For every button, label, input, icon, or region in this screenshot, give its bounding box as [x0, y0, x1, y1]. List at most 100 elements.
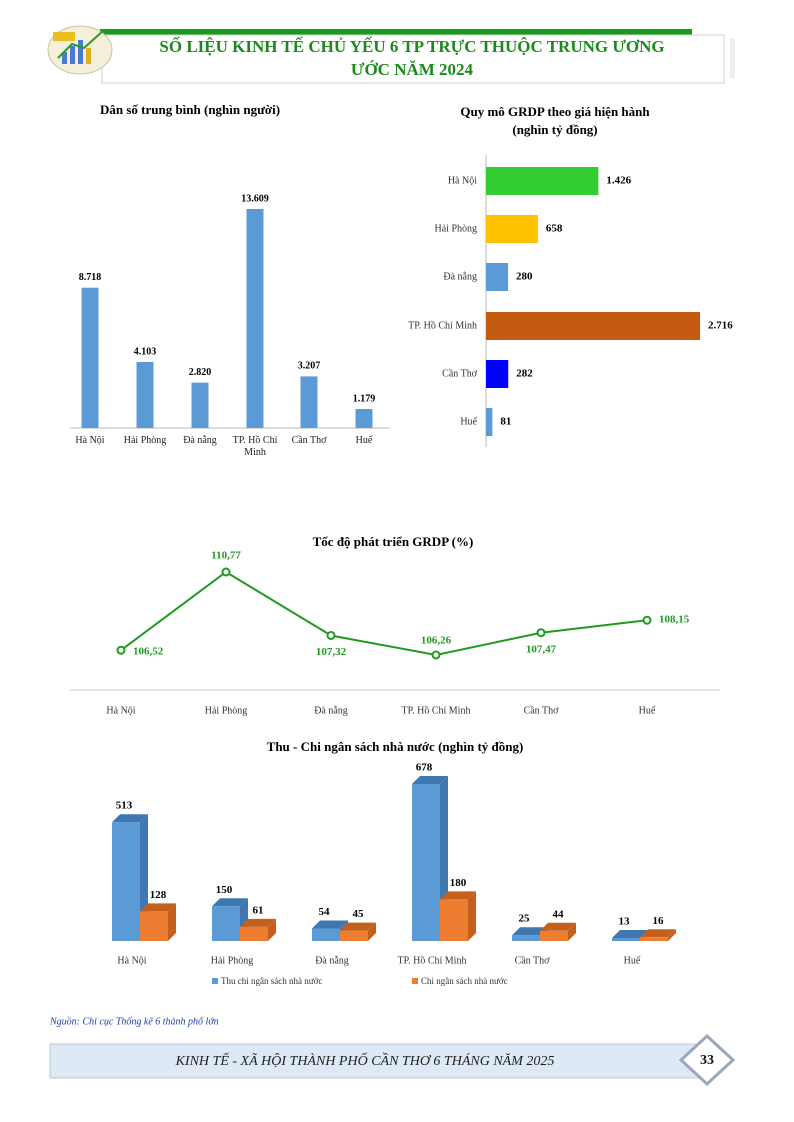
- chart-title: Quy mô GRDP theo giá hiện hành: [460, 104, 650, 119]
- bar: [212, 906, 240, 941]
- bar: [486, 167, 599, 195]
- data-label: 13: [619, 916, 631, 928]
- data-label: 45: [353, 908, 365, 920]
- y-tick-label: Huế: [460, 416, 477, 427]
- bar: [486, 360, 509, 388]
- data-label: 16: [653, 915, 665, 927]
- x-tick-label: Cần Thơ: [524, 705, 560, 716]
- bar: [240, 926, 268, 941]
- chart-title: Dân số trung bình (nghìn người): [100, 102, 280, 117]
- point: [642, 615, 652, 625]
- data-label: 8.718: [79, 272, 102, 283]
- data-label: 150: [216, 884, 233, 896]
- bar-side: [468, 891, 476, 941]
- bar: [300, 376, 318, 428]
- bar: [136, 361, 154, 428]
- bar-top: [512, 927, 548, 936]
- data-label: 128: [150, 889, 167, 901]
- bar-top: [612, 929, 648, 938]
- bar: [440, 899, 468, 941]
- bar: [191, 382, 209, 428]
- bar-side: [568, 922, 576, 941]
- data-label: 1.426: [606, 175, 631, 187]
- data-label: 106,52: [133, 646, 164, 658]
- bar-side: [268, 918, 276, 941]
- point: [536, 628, 546, 638]
- point: [431, 650, 441, 660]
- x-tick-label: Hà Nội: [117, 955, 146, 966]
- x-tick-label: TP. Hồ Chí Minh: [232, 435, 278, 458]
- bar: [412, 784, 440, 941]
- y-tick-label: Hải Phòng: [435, 223, 478, 234]
- x-tick-label: TP. Hồ Chí Minh: [402, 705, 471, 716]
- line: [120, 570, 648, 657]
- bar: [355, 409, 373, 428]
- legend-swatch: [212, 978, 218, 984]
- bar-top: [212, 898, 248, 907]
- point: [326, 630, 336, 640]
- y-tick-label: TP. Hồ Chí Minh: [408, 320, 477, 331]
- bar: [486, 215, 538, 243]
- bar: [486, 312, 700, 340]
- bar-top: [312, 920, 348, 929]
- bar-top: [112, 814, 148, 823]
- bar: [540, 930, 568, 941]
- data-label: 2.716: [708, 320, 733, 332]
- point: [221, 567, 231, 577]
- x-tick-label: Đà nẵng: [315, 955, 349, 966]
- data-label: 54: [319, 906, 331, 918]
- data-label: 3.207: [298, 361, 321, 372]
- bar: [486, 408, 493, 436]
- x-tick-label: Cần Thơ: [515, 955, 551, 966]
- bar-side: [368, 922, 376, 941]
- data-label: 658: [546, 223, 563, 235]
- header-title: SỐ LIỆU KINH TẾ CHỦ YẾU 6 TP TRỰC THUỘC …: [159, 36, 664, 56]
- x-tick-label: Hải Phòng: [211, 955, 254, 966]
- data-label: 282: [516, 368, 533, 380]
- data-label: 44: [553, 908, 565, 920]
- legend-label: Thu chi ngân sách nhà nước: [221, 976, 322, 986]
- x-tick-label: Hải Phòng: [123, 435, 167, 446]
- bar: [312, 928, 340, 941]
- x-tick-label: TP. Hồ Chí Minh: [398, 955, 467, 966]
- bar-top: [140, 903, 176, 912]
- y-tick-label: Hà Nội: [448, 175, 477, 186]
- x-tick-label: Đà nẵng: [183, 435, 217, 446]
- x-tick-label: Cần Thơ: [291, 435, 327, 446]
- header-bar: [100, 29, 692, 35]
- chart-title: Tốc độ phát triển GRDP (%): [313, 534, 474, 549]
- header-box: [101, 34, 725, 84]
- bar-top: [412, 776, 448, 784]
- header-title: ƯỚC NĂM 2024: [351, 60, 474, 79]
- legend-label: Chi ngân sách nhà nước: [421, 976, 508, 986]
- x-tick-label: Hà Nội: [106, 705, 135, 716]
- x-tick-label: Huế: [624, 955, 641, 966]
- bar-side: [668, 929, 676, 941]
- bar: [486, 263, 509, 291]
- header-logo: [47, 25, 113, 75]
- source-note: Nguồn: Chi cục Thống kê 6 thành phố lớn: [49, 1016, 219, 1027]
- data-label: 678: [416, 762, 433, 774]
- page-number: 33: [700, 1053, 714, 1068]
- data-label: 2.820: [189, 367, 212, 378]
- data-label: 106,26: [421, 635, 452, 647]
- page-badge: [678, 1033, 736, 1087]
- bar-top: [440, 891, 476, 900]
- data-label: 1.179: [353, 393, 376, 404]
- y-tick-label: Đà nẵng: [443, 271, 477, 282]
- data-label: 13.609: [241, 193, 269, 204]
- data-label: 107,32: [316, 646, 347, 658]
- header-edge: [730, 38, 735, 78]
- bar-top: [240, 918, 276, 927]
- data-label: 280: [516, 271, 533, 283]
- data-label: 81: [500, 416, 511, 428]
- point: [116, 645, 126, 655]
- chart-title: Thu - Chi ngân sách nhà nước (nghìn tỷ đ…: [267, 739, 524, 754]
- bar: [340, 930, 368, 941]
- x-tick-label: Huế: [639, 705, 656, 716]
- bar: [140, 911, 168, 941]
- data-label: 107,47: [526, 643, 557, 655]
- data-label: 4.103: [134, 346, 157, 357]
